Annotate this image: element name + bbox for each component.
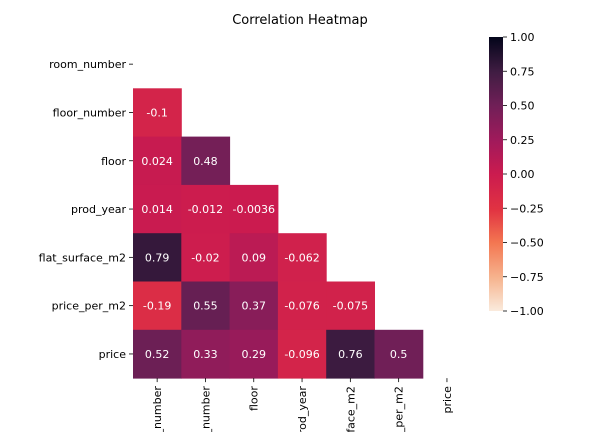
cell-value-label: -0.075: [333, 300, 368, 313]
colorbar-ticks: 1.00 0.75 0.50 0.25 0.00 −0.25 −0.50 −0.75 −1.00: [503, 31, 544, 318]
cell-value-label: 0.55: [193, 300, 218, 313]
y-tick-label: price: [99, 348, 127, 361]
x-tick-label: price: [441, 386, 454, 414]
heatmap-cell: [326, 281, 375, 331]
heatmap-cell: [181, 329, 231, 379]
x-tick-label: flat_surface_m2: [344, 386, 357, 432]
cell-value-label: -0.012: [188, 203, 223, 216]
x-tick-label: floor: [248, 386, 261, 411]
y-tick-label: prod_year: [71, 203, 126, 216]
x-tick-label: floor_number: [199, 386, 212, 432]
colorbar-tick-label: 0.50: [510, 100, 535, 113]
x-axis-labels: room_number floor_number floor prod_year fla…: [151, 378, 454, 432]
heatmap-cell: [277, 233, 327, 282]
heatmap-cell: [229, 281, 279, 331]
colorbar-tick-label: −0.25: [510, 202, 544, 215]
heatmap-cell: [181, 233, 231, 282]
chart-title: Correlation Heatmap: [232, 13, 368, 28]
colorbar-tick-label: −0.50: [510, 237, 544, 250]
cell-value-label: -0.096: [284, 348, 319, 361]
cell-value-label: 0.5: [390, 348, 408, 361]
y-tick-label: room_number: [49, 58, 126, 71]
y-tick-label: floor: [101, 155, 126, 168]
cell-value-label: -0.1: [146, 106, 167, 119]
cell-value-label: 0.52: [145, 348, 170, 361]
cell-value-label: 0.76: [338, 348, 363, 361]
heatmap-cells: -0.1 0.024 0.48 0.014 -0.012 -0.0036 0.79 -0.02…: [133, 88, 424, 379]
heatmap-cell: [277, 329, 327, 379]
cell-value-label: 0.79: [145, 251, 170, 264]
heatmap-cell: [133, 281, 182, 331]
cell-value-label: 0.37: [242, 300, 267, 313]
x-tick-label: price_per_m2: [393, 386, 406, 432]
heatmap-cell: [181, 184, 231, 234]
colorbar-tick-label: −0.75: [510, 271, 544, 284]
cell-value-label: 0.29: [242, 348, 267, 361]
colorbar-tick-label: 1.00: [510, 31, 535, 44]
colorbar-tick-label: 0.25: [510, 134, 535, 147]
colorbar: [489, 37, 503, 311]
heatmap-cell: [229, 329, 279, 379]
cell-value-label: 0.024: [141, 155, 173, 168]
heatmap-cell: [326, 329, 375, 379]
heatmap-cell: [181, 136, 231, 186]
y-tick-label: floor_number: [53, 106, 127, 119]
heatmap-cell: [133, 329, 182, 379]
cell-value-label: -0.0036: [233, 203, 275, 216]
cell-value-label: -0.19: [143, 300, 171, 313]
heatmap-cell: [277, 281, 327, 331]
heatmap-cell: [374, 329, 424, 379]
heatmap-cell: [229, 184, 279, 234]
colorbar-tick-label: 0.75: [510, 65, 535, 78]
heatmap-cell: [133, 88, 182, 138]
cell-value-label: 0.33: [193, 348, 218, 361]
heatmap-cell: [133, 233, 182, 282]
cell-value-label: -0.076: [284, 300, 319, 313]
y-tick-label: flat_surface_m2: [39, 251, 126, 264]
heatmap-cell: [133, 136, 182, 186]
x-tick-label: prod_year: [296, 386, 309, 432]
y-tick-label: price_per_m2: [52, 300, 126, 313]
heatmap-cell: [133, 184, 182, 234]
cell-value-label: -0.062: [284, 251, 319, 264]
cell-value-label: 0.48: [193, 155, 218, 168]
cell-value-label: -0.02: [191, 251, 219, 264]
cell-value-label: 0.09: [242, 251, 267, 264]
colorbar-tick-label: 0.00: [510, 168, 535, 181]
heatmap-cell: [229, 233, 279, 282]
colorbar-tick-label: −1.00: [510, 305, 544, 318]
cell-value-label: 0.014: [141, 203, 173, 216]
heatmap-cell: [181, 281, 231, 331]
x-tick-label: room_number: [151, 386, 164, 432]
